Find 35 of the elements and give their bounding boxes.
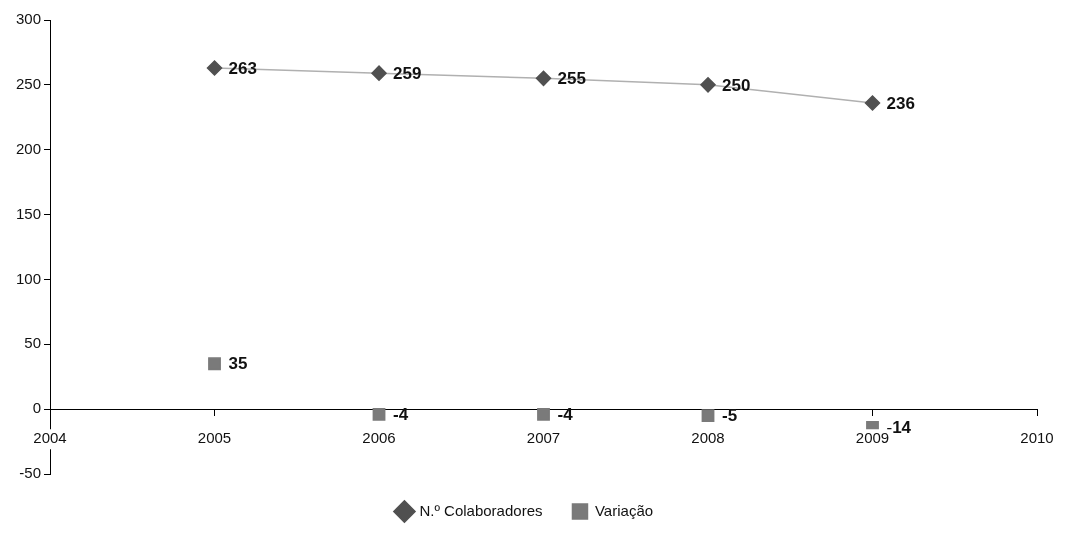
x-tick-label: 2004 bbox=[33, 429, 67, 447]
data-label: 250 bbox=[722, 75, 751, 95]
data-label: -5 bbox=[722, 406, 738, 426]
legend-label: N.º Colaboradores bbox=[419, 501, 543, 519]
x-tick-label: 2008 bbox=[691, 429, 725, 447]
y-tick-label: 300 bbox=[16, 10, 42, 28]
point bbox=[701, 409, 715, 423]
point bbox=[700, 77, 716, 93]
data-label: -4 bbox=[393, 405, 409, 425]
data-label: 255 bbox=[557, 69, 586, 89]
y-tick-label: 0 bbox=[32, 399, 42, 417]
x-tick-label: 2010 bbox=[1020, 429, 1054, 447]
point bbox=[208, 357, 221, 371]
data-label: 236 bbox=[886, 93, 915, 113]
data-label: -4 bbox=[557, 405, 574, 425]
x-tick-label: 2005 bbox=[197, 429, 232, 447]
point bbox=[537, 407, 550, 421]
point bbox=[372, 407, 386, 421]
x-tick-label: 2009 bbox=[855, 429, 890, 447]
y-tick-label: 50 bbox=[24, 334, 42, 352]
y-tick-label: -50 bbox=[19, 464, 42, 482]
point bbox=[371, 65, 387, 81]
y-tick-label: 250 bbox=[16, 75, 42, 92]
y-tick-label: 200 bbox=[16, 139, 42, 157]
data-label: 263 bbox=[228, 58, 257, 78]
data-label: 259 bbox=[393, 63, 422, 83]
point bbox=[864, 95, 881, 111]
x-tick-label: 2006 bbox=[362, 429, 396, 447]
x-tick-label: 2007 bbox=[526, 429, 561, 447]
y-tick-label: 150 bbox=[16, 204, 42, 222]
point bbox=[535, 70, 552, 87]
data-label: 35 bbox=[228, 354, 248, 374]
legend-label: Variação bbox=[594, 501, 654, 519]
point bbox=[206, 60, 223, 76]
y-tick-label: 100 bbox=[16, 269, 42, 287]
